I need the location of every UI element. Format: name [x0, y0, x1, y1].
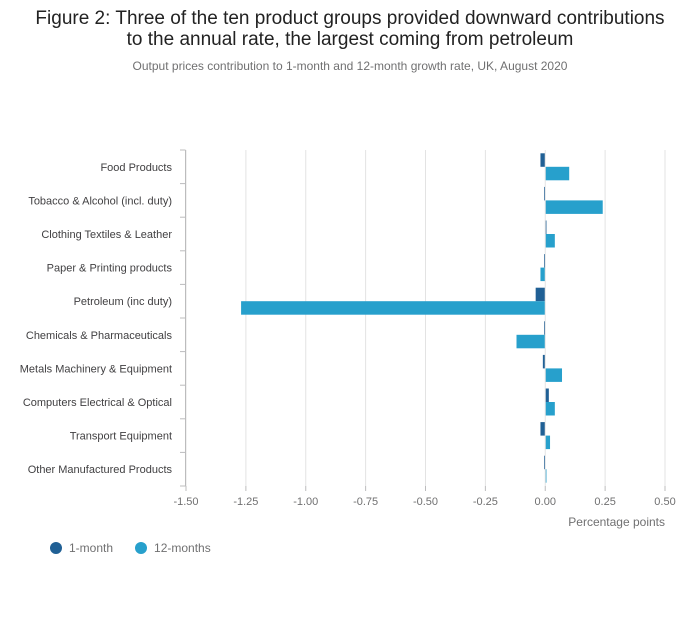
bar-1-month-7 — [545, 388, 549, 402]
bar-1-month-1 — [544, 186, 546, 201]
x-tick-label-6: 0.00 — [535, 496, 556, 508]
x-axis-title: Percentage points — [568, 515, 665, 529]
x-tick-label-5: -0.25 — [473, 496, 498, 508]
bar-1-month-2 — [545, 220, 547, 234]
category-label-0: Food Products — [100, 162, 172, 174]
x-tick-label-1: -1.25 — [233, 496, 258, 508]
x-tick-label-7: 0.25 — [594, 496, 615, 508]
bar-12-months-6 — [545, 368, 563, 382]
bar-1-month-6 — [542, 354, 546, 369]
chart-title: Figure 2: Three of the ten product group… — [35, 8, 665, 50]
chart-subtitle: Output prices contribution to 1-month an… — [132, 59, 568, 73]
category-label-3: Paper & Printing products — [47, 263, 173, 275]
category-label-2: Clothing Textiles & Leather — [41, 229, 172, 241]
x-tick-label-3: -0.75 — [353, 496, 378, 508]
bar-1-month-4 — [535, 287, 546, 302]
category-label-4: Petroleum (inc duty) — [74, 296, 172, 308]
bar-12-months-0 — [545, 166, 570, 181]
bar-12-months-3 — [540, 267, 546, 282]
bar-1-month-9 — [544, 455, 546, 470]
legend-swatch-12-months — [135, 542, 148, 554]
chart-legend: 1-month 12-months — [50, 541, 211, 555]
legend-item-1-month[interactable]: 1-month — [50, 541, 113, 555]
bar-12-months-4 — [241, 301, 546, 315]
legend-swatch-1-month — [50, 542, 62, 554]
category-label-1: Tobacco & Alcohol (incl. duty) — [28, 195, 172, 207]
bar-12-months-8 — [545, 435, 551, 450]
category-label-5: Chemicals & Pharmaceuticals — [26, 330, 173, 342]
category-label-9: Other Manufactured Products — [28, 464, 173, 476]
legend-item-12-months[interactable]: 12-months — [135, 541, 211, 555]
bar-1-month-0 — [540, 153, 546, 167]
x-tick-label-0: -1.50 — [173, 496, 198, 508]
x-tick-label-8: 0.50 — [654, 496, 675, 508]
bar-12-months-7 — [545, 402, 555, 416]
category-label-6: Metals Machinery & Equipment — [20, 363, 172, 375]
bar-12-months-2 — [545, 234, 555, 248]
x-tick-label-4: -0.50 — [413, 496, 438, 508]
bar-12-months-9 — [545, 469, 547, 483]
x-tick-label-2: -1.00 — [293, 496, 318, 508]
bar-12-months-5 — [516, 334, 546, 349]
bar-1-month-5 — [544, 321, 546, 335]
bar-1-month-8 — [540, 422, 546, 436]
bar-1-month-3 — [544, 254, 546, 268]
legend-label-1-month: 1-month — [69, 541, 114, 555]
category-label-7: Computers Electrical & Optical — [23, 397, 172, 409]
chart-header: Figure 2: Three of the ten product group… — [0, 0, 700, 73]
bar-12-months-1 — [545, 200, 603, 214]
legend-label-12-months: 12-months — [154, 541, 211, 555]
category-label-8: Transport Equipment — [70, 431, 172, 443]
